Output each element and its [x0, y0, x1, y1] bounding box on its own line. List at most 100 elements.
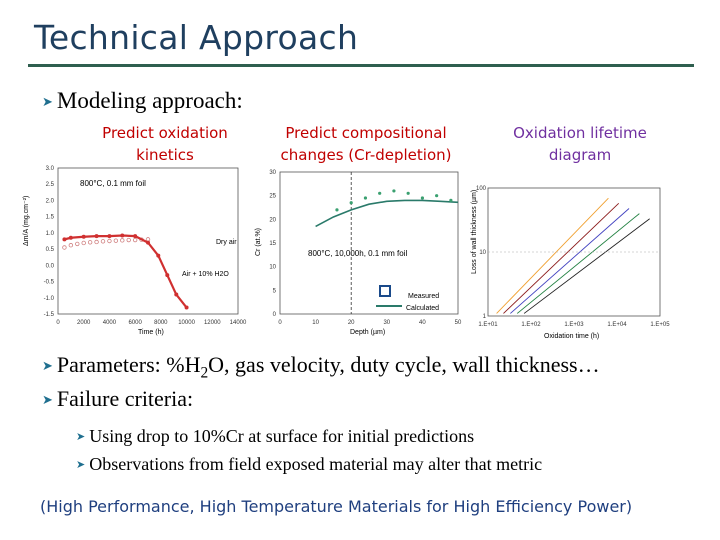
- lifetime-line-green: [516, 213, 640, 314]
- data-point-measured: [449, 198, 453, 202]
- y-tick-label: 20: [269, 217, 276, 223]
- x-tick-label: 12000: [204, 320, 221, 326]
- chart-lifetime-diagram: 100 10 1 1.E+01 1.E+02 1.E+03 1.E+04 1.E+05 Los…: [471, 186, 670, 340]
- slide-title: Technical Approach: [34, 18, 359, 57]
- chart-title: 800°C, 10,000h, 0.1 mm foil: [308, 249, 407, 258]
- data-point-humid-air: [81, 234, 86, 239]
- data-point-humid-air: [133, 234, 138, 239]
- data-point-humid-air: [107, 234, 112, 239]
- sub-bullet-arrow-icon: ➤: [76, 431, 86, 443]
- y-tick-label: 0.5: [46, 247, 55, 253]
- x-tick-label: 1.E+04: [607, 322, 627, 328]
- data-point-humid-air: [146, 240, 150, 245]
- data-point-humid-air: [165, 273, 170, 278]
- y-tick-label: 10: [269, 265, 276, 271]
- sub2-text: Observations from field exposed material…: [89, 454, 543, 474]
- data-point-humid-air: [120, 233, 125, 238]
- failure-criteria-text: Failure criteria:: [56, 386, 194, 411]
- parameters-suffix: O, gas velocity, duty cycle, wall thickn…: [208, 352, 600, 377]
- sub-bullet-initial-predictions: ➤ Using drop to 10%Cr at surface for init…: [76, 426, 474, 447]
- y-tick-label: -0.5: [44, 280, 55, 286]
- x-tick-label: 30: [383, 320, 390, 326]
- data-point-dry-air: [68, 243, 74, 248]
- x-tick-label: 10: [312, 320, 319, 326]
- bullet-arrow-icon: ➤: [42, 358, 53, 373]
- data-point-measured: [406, 191, 410, 195]
- data-point-measured: [363, 196, 368, 200]
- chart-title: 800°C, 0.1 mm foil: [80, 179, 146, 188]
- sub1-text: Using drop to 10%Cr at surface for initi…: [89, 426, 475, 446]
- bullet-parameters: ➤ Parameters: %H2O, gas velocity, duty cy…: [42, 352, 600, 382]
- x-tick-label: 14000: [230, 320, 247, 326]
- lifetime-line-blue: [510, 208, 630, 314]
- data-point-dry-air: [107, 238, 112, 244]
- series-line-calculated: [315, 199, 459, 228]
- data-point-humid-air: [184, 305, 189, 310]
- y-axis-label: Cr (at.%): [255, 228, 262, 256]
- parameters-prefix: Parameters: %H: [56, 352, 201, 377]
- legend-measured: Measured: [408, 293, 439, 300]
- sub-bullet-arrow-icon: ➤: [76, 459, 86, 471]
- x-tick-label: 4000: [103, 320, 117, 326]
- col3-line1: Oxidation lifetime: [513, 124, 647, 142]
- y-tick-label: 2.0: [46, 198, 55, 204]
- title-underline: [28, 64, 694, 67]
- data-point-humid-air: [68, 235, 73, 240]
- data-point-humid-air: [94, 234, 99, 239]
- data-point-dry-air: [113, 238, 119, 243]
- data-point-dry-air: [62, 245, 67, 250]
- footer-program-note: (High Performance, High Temperature Mate…: [40, 497, 633, 516]
- x-tick-label: 20: [348, 320, 355, 326]
- col1-line1: Predict oxidation: [102, 124, 228, 142]
- data-point-humid-air: [174, 292, 179, 297]
- data-point-humid-air: [156, 253, 161, 258]
- lifetime-line-dark-red: [503, 203, 620, 314]
- data-point-measured: [435, 194, 439, 198]
- plot-frame: [279, 171, 459, 315]
- series-line-humid-air: [64, 234, 188, 309]
- x-tick-label: 1.E+05: [650, 322, 670, 328]
- y-tick-label: 1.0: [46, 231, 55, 237]
- data-point-measured: [420, 196, 424, 200]
- y-tick-label: -1.5: [44, 312, 55, 318]
- y-tick-label: 100: [476, 186, 487, 192]
- parameters-subscript: 2: [200, 364, 209, 382]
- col2-line1: Predict compositional: [285, 124, 447, 142]
- y-tick-label: 25: [269, 194, 276, 200]
- x-tick-label: 6000: [128, 320, 142, 326]
- y-tick-label: 15: [269, 241, 276, 247]
- legend-humid-air: Air + 10% H2O: [182, 271, 229, 278]
- y-tick-label: 30: [269, 170, 276, 176]
- y-tick-label: 2.5: [46, 182, 55, 188]
- y-tick-label: 10: [479, 250, 486, 256]
- col-heading-lifetime: Oxidation lifetime diagram: [500, 122, 660, 166]
- x-tick-label: 0: [56, 320, 60, 326]
- y-tick-label: 1.5: [46, 215, 55, 221]
- data-point-measured: [335, 208, 339, 212]
- bullet-modeling-text: Modeling approach:: [56, 88, 243, 113]
- y-tick-label: 0.0: [46, 263, 55, 269]
- data-point-measured: [378, 191, 382, 195]
- col-heading-kinetics: Predict oxidation kinetics: [80, 122, 250, 166]
- col3-line2: diagram: [548, 146, 612, 164]
- legend-measured-marker: [379, 285, 391, 297]
- y-tick-label: 1: [483, 314, 487, 320]
- x-tick-label: 8000: [154, 320, 168, 326]
- legend-dry-air: Dry air: [216, 239, 237, 246]
- y-tick-label: 3.0: [46, 166, 55, 172]
- y-axis-label: Loss of wall thickness (µm): [471, 190, 478, 274]
- data-point-dry-air: [94, 239, 99, 245]
- x-tick-label: 40: [419, 320, 426, 326]
- legend-calculated: Calculated: [406, 305, 439, 312]
- col-heading-composition: Predict compositional changes (Cr-deplet…: [268, 122, 464, 166]
- bullet-failure-criteria: ➤ Failure criteria:: [42, 386, 193, 412]
- x-axis-label: Oxidation time (h): [544, 333, 599, 340]
- data-point-measured: [392, 189, 396, 193]
- data-point-dry-air: [87, 240, 93, 245]
- chart-oxidation-kinetics: 3.0 2.5 2.0 1.5 1.0 0.5 0.0 -0.5 -1.0 -1.50 2000 40…: [23, 166, 247, 336]
- data-point-humid-air: [62, 237, 67, 242]
- data-point-dry-air: [120, 238, 125, 243]
- y-tick-label: 5: [273, 288, 277, 294]
- x-tick-label: 0: [278, 320, 282, 326]
